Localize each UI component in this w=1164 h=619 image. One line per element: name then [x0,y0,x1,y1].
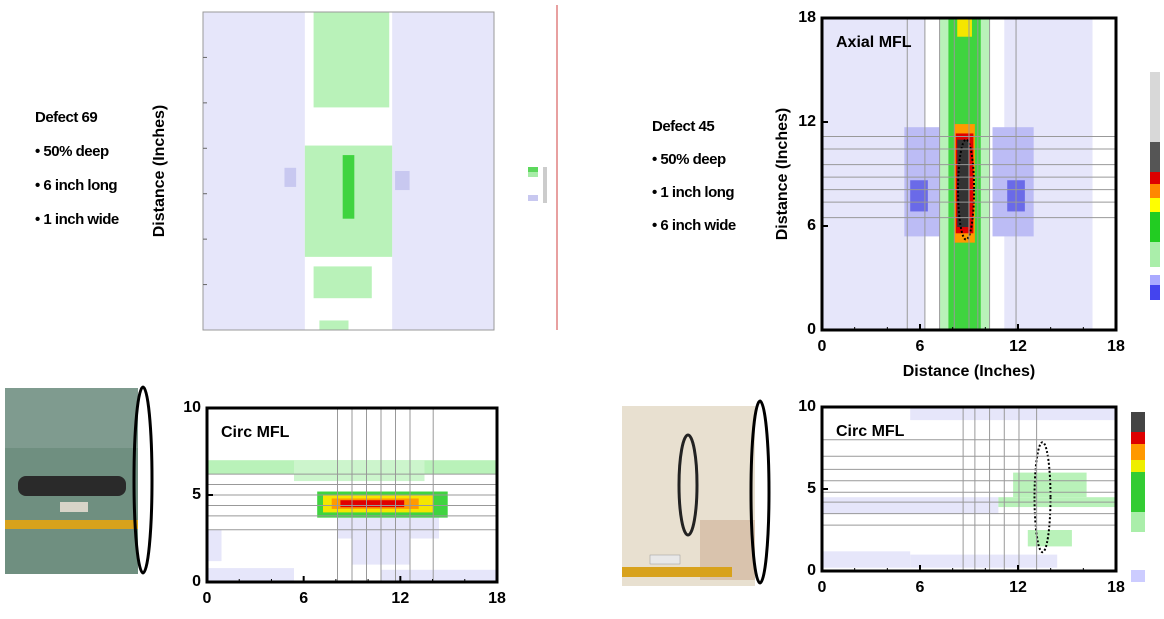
defect-title: Defect 45 [652,118,714,135]
heat-field [910,407,1116,421]
heat-field [910,180,928,212]
heat-field [381,569,497,582]
defect-detail: • 1 inch wide [35,211,119,228]
heat-field [284,167,297,187]
y-tick-label: 12 [798,113,816,130]
y-tick-label: 10 [798,398,816,415]
panel: Distance (Inches) [151,11,495,331]
heat-field [340,500,405,508]
x-tick-label: 0 [203,590,212,607]
x-tick-label: 18 [1107,579,1125,596]
heat-field [395,171,410,191]
x-tick-label: 12 [1009,338,1027,355]
heat-field [957,139,969,228]
panel-title: Axial MFL [836,34,912,51]
heat-field [822,551,911,568]
x-tick-label: 0 [818,338,827,355]
plot-frame [202,11,495,331]
x-tick-label: 12 [391,590,409,607]
defect-detail: • 6 inch wide [652,217,736,234]
y-tick-label: 0 [192,573,201,590]
heat-field [207,529,222,562]
colorbar-b [1150,72,1160,300]
x-tick-label: 6 [916,338,925,355]
heat-field [957,18,972,37]
x-tick-label: 6 [299,590,308,607]
defect-detail: • 50% deep [652,151,726,168]
photo-right [622,399,771,586]
heat-field [207,568,294,582]
x-tick-label: 6 [916,579,925,596]
defect-outline [1033,441,1052,554]
y-tick-label: 0 [807,562,816,579]
panel-title: Circ MFL [221,424,290,441]
y-axis-label: Distance (Inches) [774,108,791,240]
plot-frame [820,16,1118,332]
legend-a [528,167,547,203]
x-tick-label: 0 [818,579,827,596]
x-axis-label: Distance (Inches) [903,363,1035,380]
y-tick-label: 18 [798,9,816,26]
y-axis-label: Distance (Inches) [151,105,168,237]
defect-detail: • 50% deep [35,143,109,160]
heat-field [319,320,349,330]
panel: 0 6 12 18 0 5 10 Circ MFL [183,399,506,607]
defect-detail: • 1 inch long [652,184,734,201]
heat-field [313,266,372,299]
heat-field [313,12,390,108]
heat-field [822,497,999,514]
heat-field [342,155,355,219]
x-tick-label: 18 [1107,338,1125,355]
photo-left [5,385,154,575]
panel-title: Circ MFL [836,423,905,440]
y-tick-label: 5 [807,480,816,497]
heat-field [910,554,1058,568]
y-tick-label: 0 [807,321,816,338]
colorbar-d [1131,412,1145,582]
x-tick-label: 18 [488,590,506,607]
panel: 0 6 12 18 0 5 10 Circ MFL [798,398,1125,596]
panel: 0 6 12 18 0 6 12 18 Axial MFL Distance (Inches) Di… [774,9,1125,380]
defect-detail: • 6 inch long [35,177,117,194]
heat-field [294,460,425,482]
x-tick-label: 12 [1009,579,1027,596]
y-tick-label: 5 [192,486,201,503]
defect-title: Defect 69 [35,109,97,126]
y-tick-label: 10 [183,399,201,416]
y-tick-label: 6 [807,217,816,234]
heat-field [1027,530,1072,547]
